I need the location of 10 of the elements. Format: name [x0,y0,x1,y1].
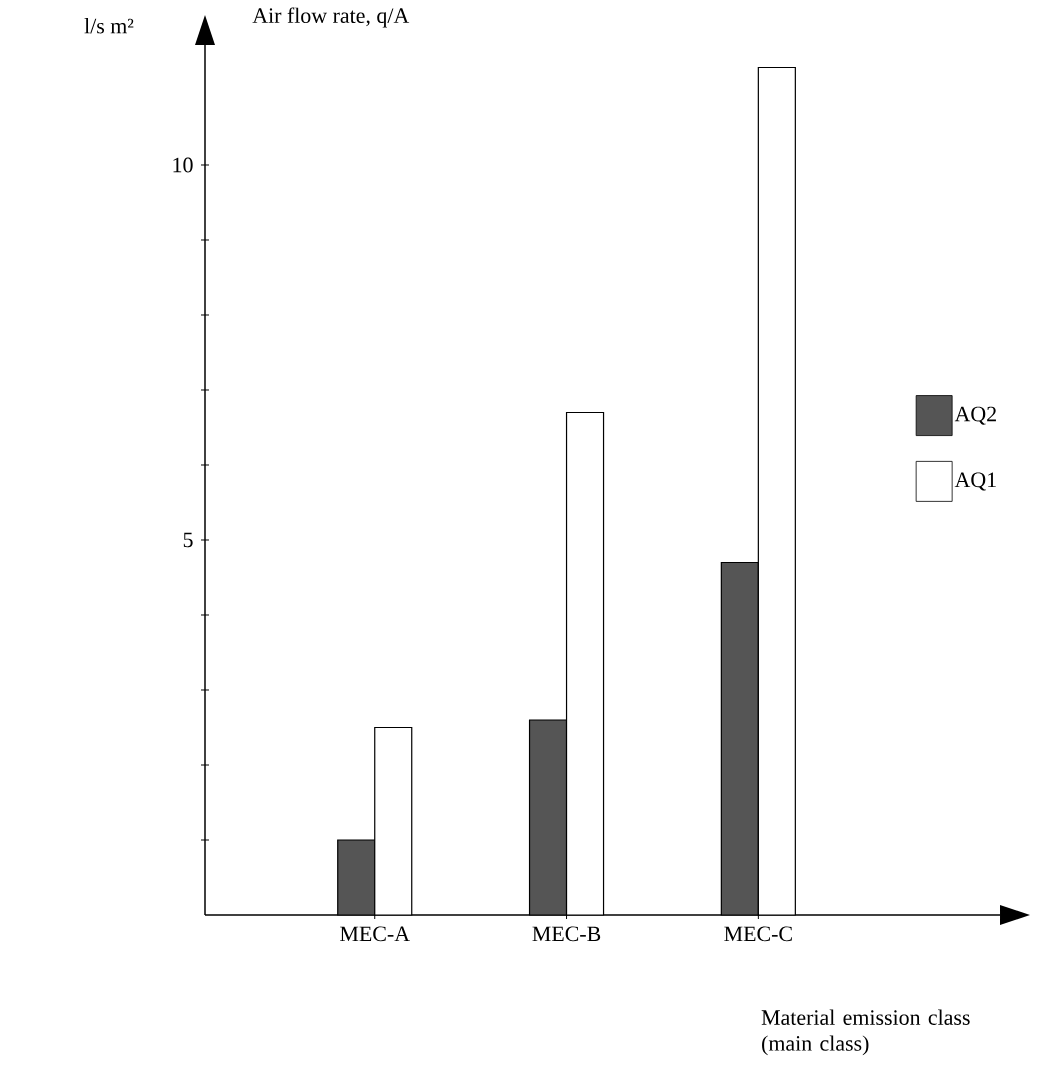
legend-label: AQ2 [954,406,996,425]
x-tick-label: MEC-B [532,926,601,942]
y-axis-title: l/s m² [84,18,134,34]
x-tick-label: MEC-A [340,926,410,942]
x-tick-label: MEC-C [724,926,792,942]
y-tick-label: 5 [183,532,193,548]
y-tick-label: 10 [173,157,193,173]
chart-title: Air flow rate, q/A [252,7,410,28]
legend-label: AQ1 [954,472,996,491]
x-axis-title: Material emission class (main class) [761,1009,970,1056]
